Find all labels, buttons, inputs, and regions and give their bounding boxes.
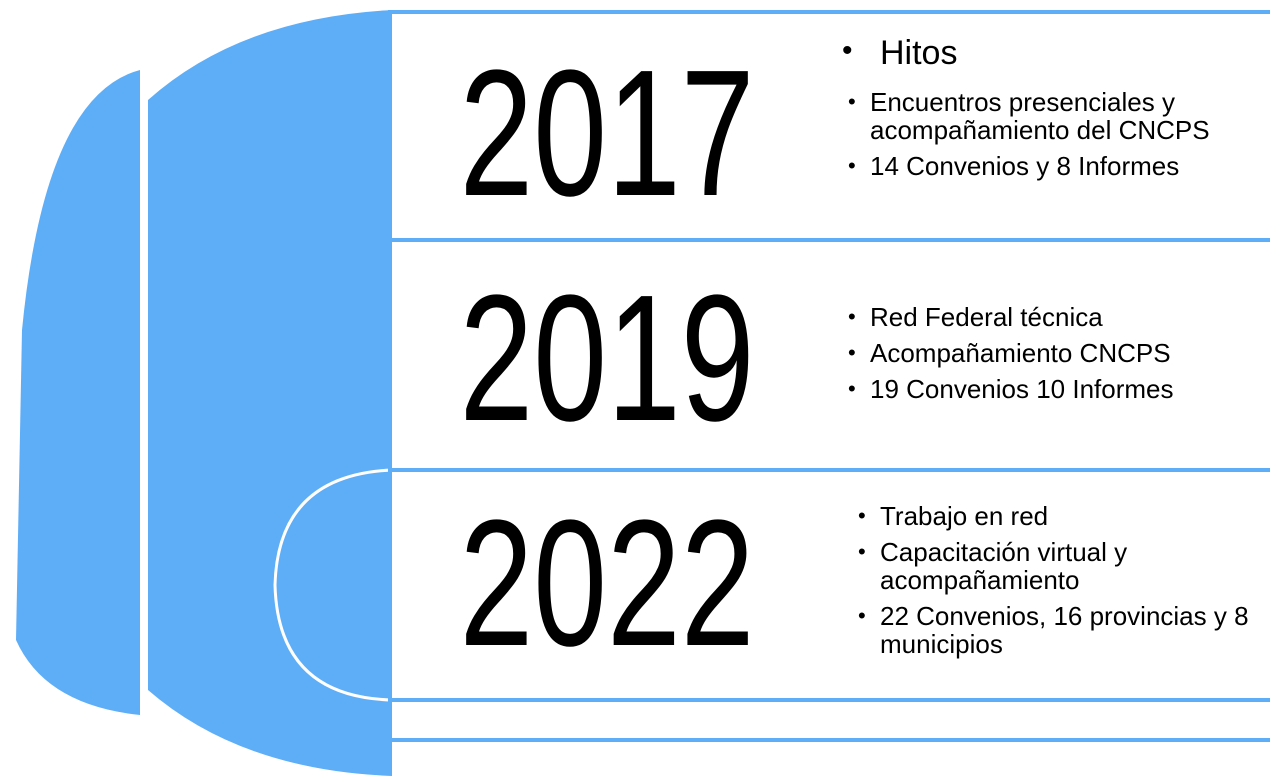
bullet-item: Acompañamiento CNCPS bbox=[848, 339, 1260, 367]
bullet-item: 22 Convenios, 16 provincias y 8 municipi… bbox=[858, 602, 1260, 658]
bullet-item: Encuentros presenciales y acompañamiento… bbox=[848, 88, 1260, 144]
divider bbox=[388, 10, 1270, 14]
inner-arc-shape bbox=[148, 10, 392, 776]
heading: Hitos bbox=[842, 34, 958, 73]
bullet-item: Capacitación virtual y acompañamiento bbox=[858, 538, 1260, 594]
bullet-item: Red Federal técnica bbox=[848, 303, 1260, 331]
outer-arc-shape bbox=[16, 70, 140, 715]
bullet-list: Trabajo en red Capacitación virtual y aco… bbox=[858, 502, 1260, 666]
divider bbox=[388, 738, 1270, 742]
bullet-item: 14 Convenios y 8 Informes bbox=[848, 152, 1260, 180]
bullet-item: Trabajo en red bbox=[858, 502, 1260, 530]
bullet-list: Encuentros presenciales y acompañamiento… bbox=[848, 88, 1260, 188]
divider bbox=[388, 238, 1270, 242]
year: 2022 bbox=[460, 483, 755, 684]
bullet-list: Red Federal técnica Acompañamiento CNCPS 1… bbox=[848, 303, 1260, 411]
white-arc bbox=[273, 468, 393, 702]
year: 2019 bbox=[460, 258, 755, 459]
divider bbox=[388, 468, 1270, 472]
year: 2017 bbox=[460, 33, 755, 234]
bullet-item: 19 Convenios 10 Informes bbox=[848, 375, 1260, 403]
divider bbox=[388, 698, 1270, 702]
